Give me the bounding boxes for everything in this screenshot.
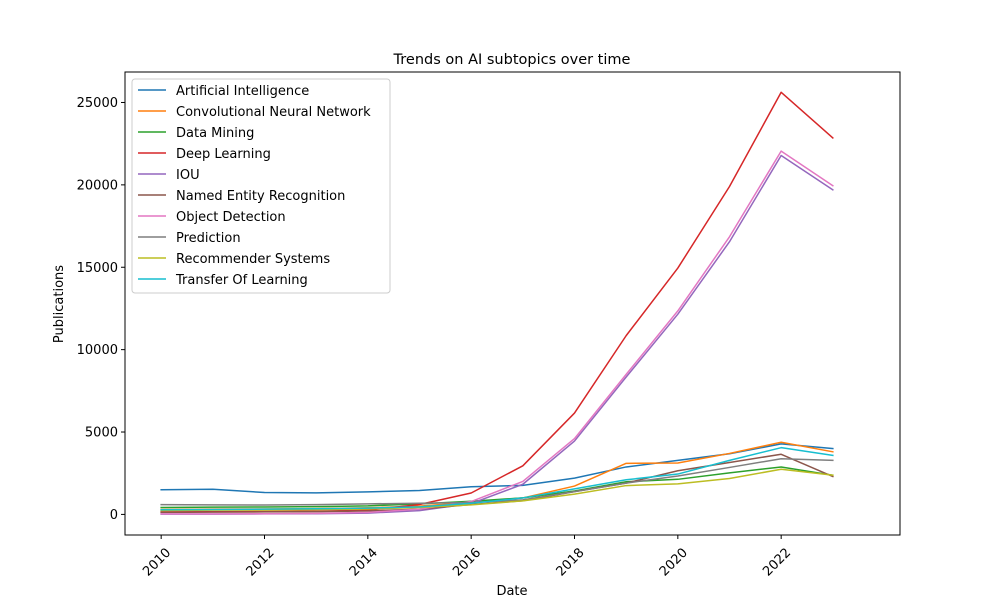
y-tick-label: 20000 xyxy=(77,178,118,193)
legend-label: Artificial Intelligence xyxy=(176,84,309,99)
y-tick-label: 5000 xyxy=(85,426,118,441)
x-tick-label: 2018 xyxy=(554,545,588,579)
x-tick-label: 2016 xyxy=(450,545,484,579)
legend-label: Data Mining xyxy=(176,126,254,141)
chart-title: Trends on AI subtopics over time xyxy=(393,52,631,68)
y-tick-label: 25000 xyxy=(77,96,118,111)
series-line-3 xyxy=(160,466,834,509)
legend-label: Transfer Of Learning xyxy=(175,273,308,288)
legend-label: Deep Learning xyxy=(176,147,271,162)
legend-label: Recommender Systems xyxy=(176,252,330,267)
x-tick-label: 2020 xyxy=(657,545,691,579)
plot-frame xyxy=(124,71,901,536)
legend-label: Prediction xyxy=(176,231,241,246)
series-line-7 xyxy=(160,150,834,515)
legend-label: Convolutional Neural Network xyxy=(176,105,371,120)
y-axis: 0 5000 10000 15000 20000 25000 xyxy=(77,96,125,523)
x-tick-label: 2010 xyxy=(140,545,174,579)
y-tick-label: 15000 xyxy=(77,261,118,276)
x-axis-label: Date xyxy=(496,584,527,599)
legend-label: Named Entity Recognition xyxy=(176,189,345,204)
x-tick-label: 2014 xyxy=(347,545,381,579)
legend-label: IOU xyxy=(176,168,200,183)
y-axis-label: Publications xyxy=(52,265,67,343)
x-axis: 2010 2012 2014 2016 2018 2020 2022 xyxy=(140,535,794,579)
series-layer xyxy=(160,91,834,515)
legend-box xyxy=(131,78,391,294)
legend: Artificial Intelligence Convolutional Neu… xyxy=(131,78,391,294)
x-tick-label: 2012 xyxy=(244,545,278,579)
x-tick-label: 2022 xyxy=(760,545,794,579)
series-line-10 xyxy=(160,446,834,511)
y-tick-label: 10000 xyxy=(77,343,118,358)
legend-label: Object Detection xyxy=(176,210,286,225)
series-line-9 xyxy=(160,468,834,512)
y-tick-label: 0 xyxy=(110,508,118,523)
